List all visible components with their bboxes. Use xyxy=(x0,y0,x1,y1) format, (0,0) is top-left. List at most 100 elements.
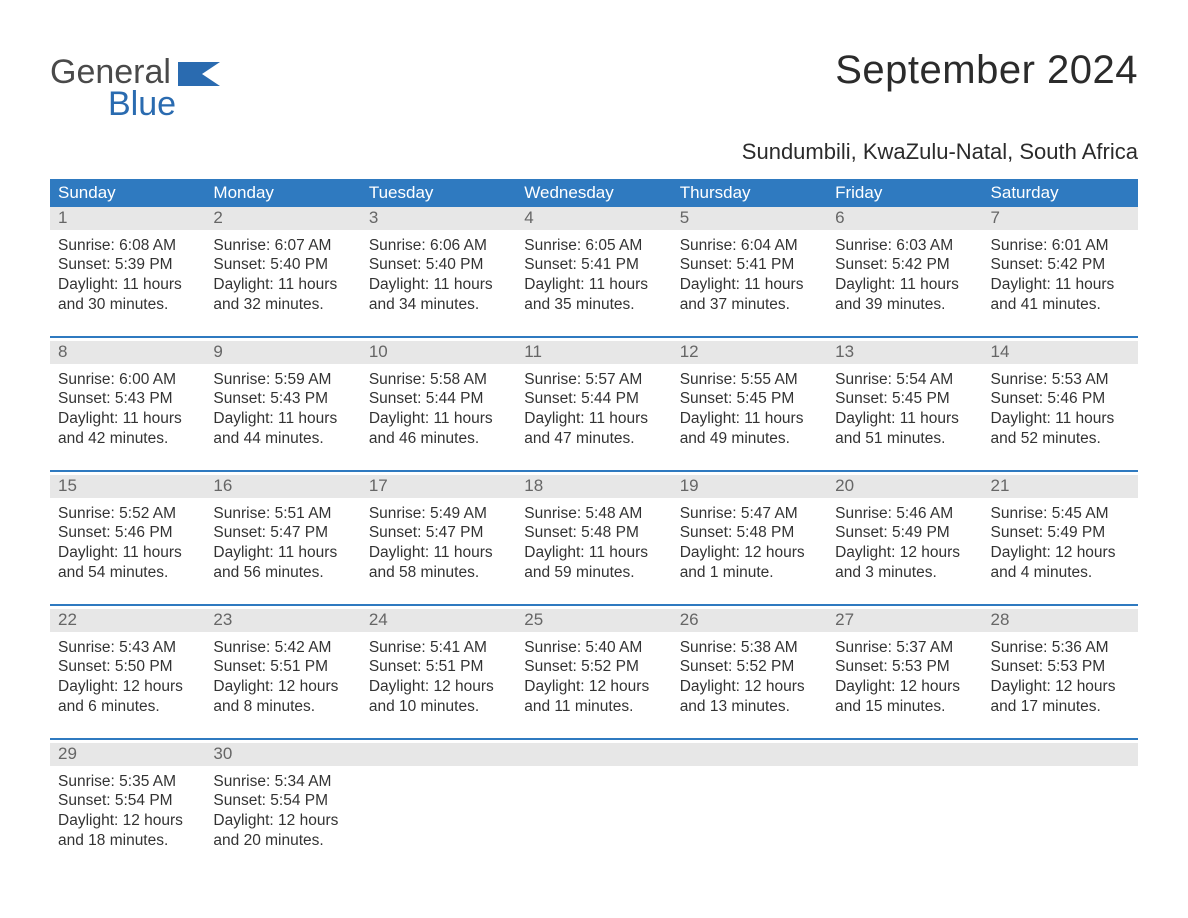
col-header: Monday xyxy=(205,179,360,207)
calendar-day-cell: 16Sunrise: 5:51 AMSunset: 5:47 PMDayligh… xyxy=(205,475,360,605)
sunrise-line: Sunrise: 5:53 AM xyxy=(991,370,1130,390)
calendar-day-cell: 26Sunrise: 5:38 AMSunset: 5:52 PMDayligh… xyxy=(672,609,827,739)
sunset-line: Sunset: 5:44 PM xyxy=(369,389,508,409)
daylight-line: Daylight: 11 hours and 35 minutes. xyxy=(524,275,663,315)
daylight-line: Daylight: 12 hours and 15 minutes. xyxy=(835,677,974,717)
sunrise-line: Sunrise: 5:54 AM xyxy=(835,370,974,390)
sunset-line: Sunset: 5:54 PM xyxy=(58,791,197,811)
day-details: Sunrise: 5:46 AMSunset: 5:49 PMDaylight:… xyxy=(827,498,982,591)
day-details: Sunrise: 5:58 AMSunset: 5:44 PMDaylight:… xyxy=(361,364,516,457)
sunrise-line: Sunrise: 5:57 AM xyxy=(524,370,663,390)
daylight-line: Daylight: 11 hours and 42 minutes. xyxy=(58,409,197,449)
calendar-day-cell: 5Sunrise: 6:04 AMSunset: 5:41 PMDaylight… xyxy=(672,207,827,337)
day-number: 12 xyxy=(672,341,827,364)
daylight-line: Daylight: 12 hours and 6 minutes. xyxy=(58,677,197,717)
day-details: Sunrise: 6:01 AMSunset: 5:42 PMDaylight:… xyxy=(983,230,1138,323)
sunrise-line: Sunrise: 5:48 AM xyxy=(524,504,663,524)
day-number: 24 xyxy=(361,609,516,632)
sunset-line: Sunset: 5:49 PM xyxy=(835,523,974,543)
sunset-line: Sunset: 5:50 PM xyxy=(58,657,197,677)
daylight-line: Daylight: 11 hours and 30 minutes. xyxy=(58,275,197,315)
calendar-day-cell: 30Sunrise: 5:34 AMSunset: 5:54 PMDayligh… xyxy=(205,743,360,873)
calendar-week-row: 22Sunrise: 5:43 AMSunset: 5:50 PMDayligh… xyxy=(50,609,1138,739)
daylight-line: Daylight: 11 hours and 37 minutes. xyxy=(680,275,819,315)
calendar-day-cell: 6Sunrise: 6:03 AMSunset: 5:42 PMDaylight… xyxy=(827,207,982,337)
day-details: Sunrise: 5:42 AMSunset: 5:51 PMDaylight:… xyxy=(205,632,360,725)
calendar-day-cell: 1Sunrise: 6:08 AMSunset: 5:39 PMDaylight… xyxy=(50,207,205,337)
day-details: Sunrise: 6:07 AMSunset: 5:40 PMDaylight:… xyxy=(205,230,360,323)
daylight-line: Daylight: 12 hours and 1 minute. xyxy=(680,543,819,583)
day-details: Sunrise: 5:34 AMSunset: 5:54 PMDaylight:… xyxy=(205,766,360,859)
sunrise-line: Sunrise: 5:49 AM xyxy=(369,504,508,524)
sunset-line: Sunset: 5:42 PM xyxy=(991,255,1130,275)
sunrise-line: Sunrise: 5:55 AM xyxy=(680,370,819,390)
day-details: Sunrise: 6:08 AMSunset: 5:39 PMDaylight:… xyxy=(50,230,205,323)
day-details: Sunrise: 5:51 AMSunset: 5:47 PMDaylight:… xyxy=(205,498,360,591)
calendar-day-cell: 25Sunrise: 5:40 AMSunset: 5:52 PMDayligh… xyxy=(516,609,671,739)
day-number: 1 xyxy=(50,207,205,230)
daylight-line: Daylight: 11 hours and 58 minutes. xyxy=(369,543,508,583)
sunset-line: Sunset: 5:40 PM xyxy=(213,255,352,275)
page-title: September 2024 xyxy=(835,48,1138,93)
sunrise-line: Sunrise: 5:43 AM xyxy=(58,638,197,658)
sunset-line: Sunset: 5:45 PM xyxy=(835,389,974,409)
calendar-day-cell: 22Sunrise: 5:43 AMSunset: 5:50 PMDayligh… xyxy=(50,609,205,739)
daylight-line: Daylight: 11 hours and 32 minutes. xyxy=(213,275,352,315)
day-number: 20 xyxy=(827,475,982,498)
sunset-line: Sunset: 5:48 PM xyxy=(680,523,819,543)
day-number: 15 xyxy=(50,475,205,498)
day-number: 14 xyxy=(983,341,1138,364)
daylight-line: Daylight: 11 hours and 47 minutes. xyxy=(524,409,663,449)
sunrise-line: Sunrise: 5:45 AM xyxy=(991,504,1130,524)
calendar-header-row: Sunday Monday Tuesday Wednesday Thursday… xyxy=(50,179,1138,207)
sunrise-line: Sunrise: 5:38 AM xyxy=(680,638,819,658)
daylight-line: Daylight: 12 hours and 3 minutes. xyxy=(835,543,974,583)
col-header: Friday xyxy=(827,179,982,207)
sunrise-line: Sunrise: 5:51 AM xyxy=(213,504,352,524)
calendar-day-cell: 21Sunrise: 5:45 AMSunset: 5:49 PMDayligh… xyxy=(983,475,1138,605)
sunset-line: Sunset: 5:40 PM xyxy=(369,255,508,275)
daylight-line: Daylight: 11 hours and 49 minutes. xyxy=(680,409,819,449)
day-number: 6 xyxy=(827,207,982,230)
sunrise-line: Sunrise: 5:36 AM xyxy=(991,638,1130,658)
calendar-day-cell: 11Sunrise: 5:57 AMSunset: 5:44 PMDayligh… xyxy=(516,341,671,471)
day-number: 2 xyxy=(205,207,360,230)
calendar-week-row: 8Sunrise: 6:00 AMSunset: 5:43 PMDaylight… xyxy=(50,341,1138,471)
sunrise-line: Sunrise: 6:06 AM xyxy=(369,236,508,256)
day-number: 4 xyxy=(516,207,671,230)
calendar-week-row: 29Sunrise: 5:35 AMSunset: 5:54 PMDayligh… xyxy=(50,743,1138,873)
sunset-line: Sunset: 5:42 PM xyxy=(835,255,974,275)
sunrise-line: Sunrise: 5:35 AM xyxy=(58,772,197,792)
calendar-day-cell xyxy=(672,743,827,873)
sunset-line: Sunset: 5:53 PM xyxy=(991,657,1130,677)
calendar-day-cell: 20Sunrise: 5:46 AMSunset: 5:49 PMDayligh… xyxy=(827,475,982,605)
calendar-day-cell: 19Sunrise: 5:47 AMSunset: 5:48 PMDayligh… xyxy=(672,475,827,605)
sunset-line: Sunset: 5:47 PM xyxy=(213,523,352,543)
day-number: 9 xyxy=(205,341,360,364)
daylight-line: Daylight: 12 hours and 4 minutes. xyxy=(991,543,1130,583)
day-details: Sunrise: 5:53 AMSunset: 5:46 PMDaylight:… xyxy=(983,364,1138,457)
daylight-line: Daylight: 11 hours and 44 minutes. xyxy=(213,409,352,449)
sunrise-line: Sunrise: 5:37 AM xyxy=(835,638,974,658)
sunrise-line: Sunrise: 5:42 AM xyxy=(213,638,352,658)
brand-flag-icon xyxy=(178,62,226,93)
daylight-line: Daylight: 12 hours and 17 minutes. xyxy=(991,677,1130,717)
sunset-line: Sunset: 5:46 PM xyxy=(991,389,1130,409)
daylight-line: Daylight: 11 hours and 59 minutes. xyxy=(524,543,663,583)
sunrise-line: Sunrise: 5:52 AM xyxy=(58,504,197,524)
day-number: 26 xyxy=(672,609,827,632)
calendar-week-row: 1Sunrise: 6:08 AMSunset: 5:39 PMDaylight… xyxy=(50,207,1138,337)
day-number: 5 xyxy=(672,207,827,230)
day-details: Sunrise: 6:05 AMSunset: 5:41 PMDaylight:… xyxy=(516,230,671,323)
daylight-line: Daylight: 11 hours and 54 minutes. xyxy=(58,543,197,583)
day-details: Sunrise: 5:49 AMSunset: 5:47 PMDaylight:… xyxy=(361,498,516,591)
calendar-day-cell: 23Sunrise: 5:42 AMSunset: 5:51 PMDayligh… xyxy=(205,609,360,739)
day-details: Sunrise: 6:06 AMSunset: 5:40 PMDaylight:… xyxy=(361,230,516,323)
sunrise-line: Sunrise: 6:03 AM xyxy=(835,236,974,256)
day-number: 27 xyxy=(827,609,982,632)
sunrise-line: Sunrise: 6:07 AM xyxy=(213,236,352,256)
day-number: 29 xyxy=(50,743,205,766)
calendar-day-cell: 17Sunrise: 5:49 AMSunset: 5:47 PMDayligh… xyxy=(361,475,516,605)
day-number: 19 xyxy=(672,475,827,498)
calendar-day-cell: 18Sunrise: 5:48 AMSunset: 5:48 PMDayligh… xyxy=(516,475,671,605)
